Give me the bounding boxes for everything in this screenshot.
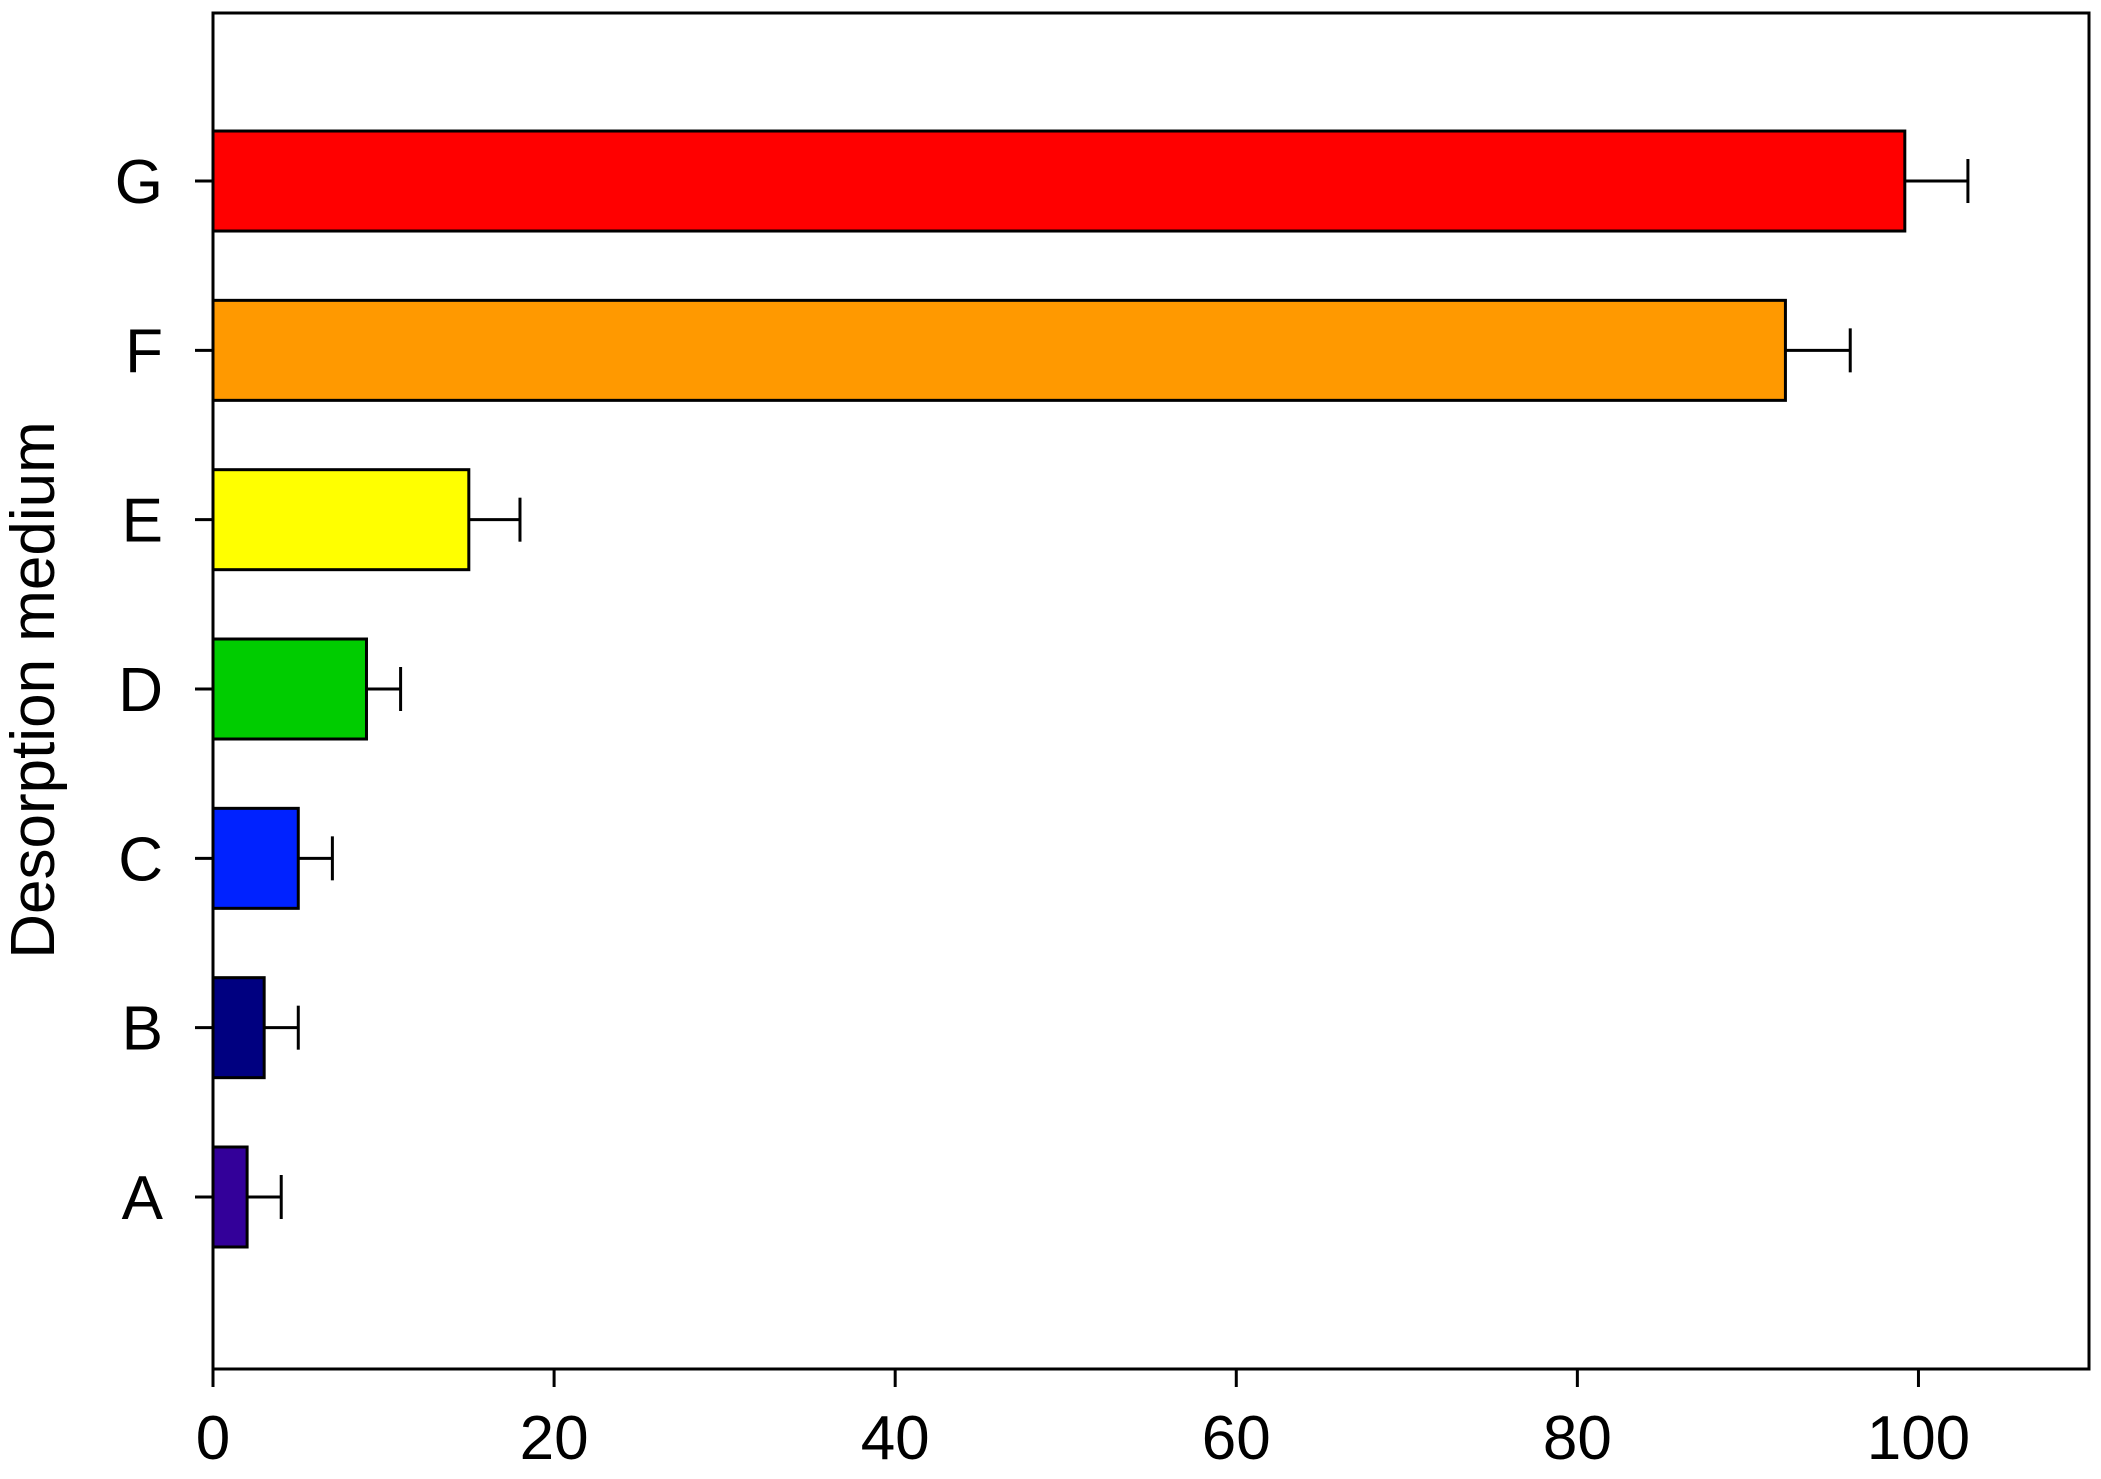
bars-layer: [211, 129, 1970, 1249]
x-tick-label-20: 20: [520, 1404, 589, 1473]
y-tick-label-g: G: [115, 148, 163, 217]
bar-c: [211, 806, 300, 910]
x-tick-label-60: 60: [1202, 1404, 1271, 1473]
bar-d: [211, 637, 368, 741]
y-tick-label-e: E: [122, 487, 163, 556]
bar-a: [211, 1145, 249, 1249]
bar-g: [211, 129, 1907, 233]
x-tick-label-100: 100: [1867, 1404, 1970, 1473]
x-tick-label-0: 0: [196, 1404, 230, 1473]
y-tick-label-d: D: [118, 656, 163, 725]
y-tick-label-a: A: [122, 1164, 164, 1233]
y-tick-label-c: C: [118, 825, 163, 894]
y-axis-label: Desorption medium: [0, 421, 68, 959]
bar-b: [211, 976, 266, 1080]
x-tick-label-80: 80: [1543, 1404, 1612, 1473]
y-tick-label-b: B: [122, 995, 163, 1064]
x-tick-label-40: 40: [861, 1404, 930, 1473]
bar-e: [211, 468, 471, 572]
ticks-layer: A B C D E F G 0 20 40 60 80 100: [115, 148, 1970, 1473]
bar-f: [211, 298, 1787, 402]
y-tick-label-f: F: [125, 317, 163, 386]
